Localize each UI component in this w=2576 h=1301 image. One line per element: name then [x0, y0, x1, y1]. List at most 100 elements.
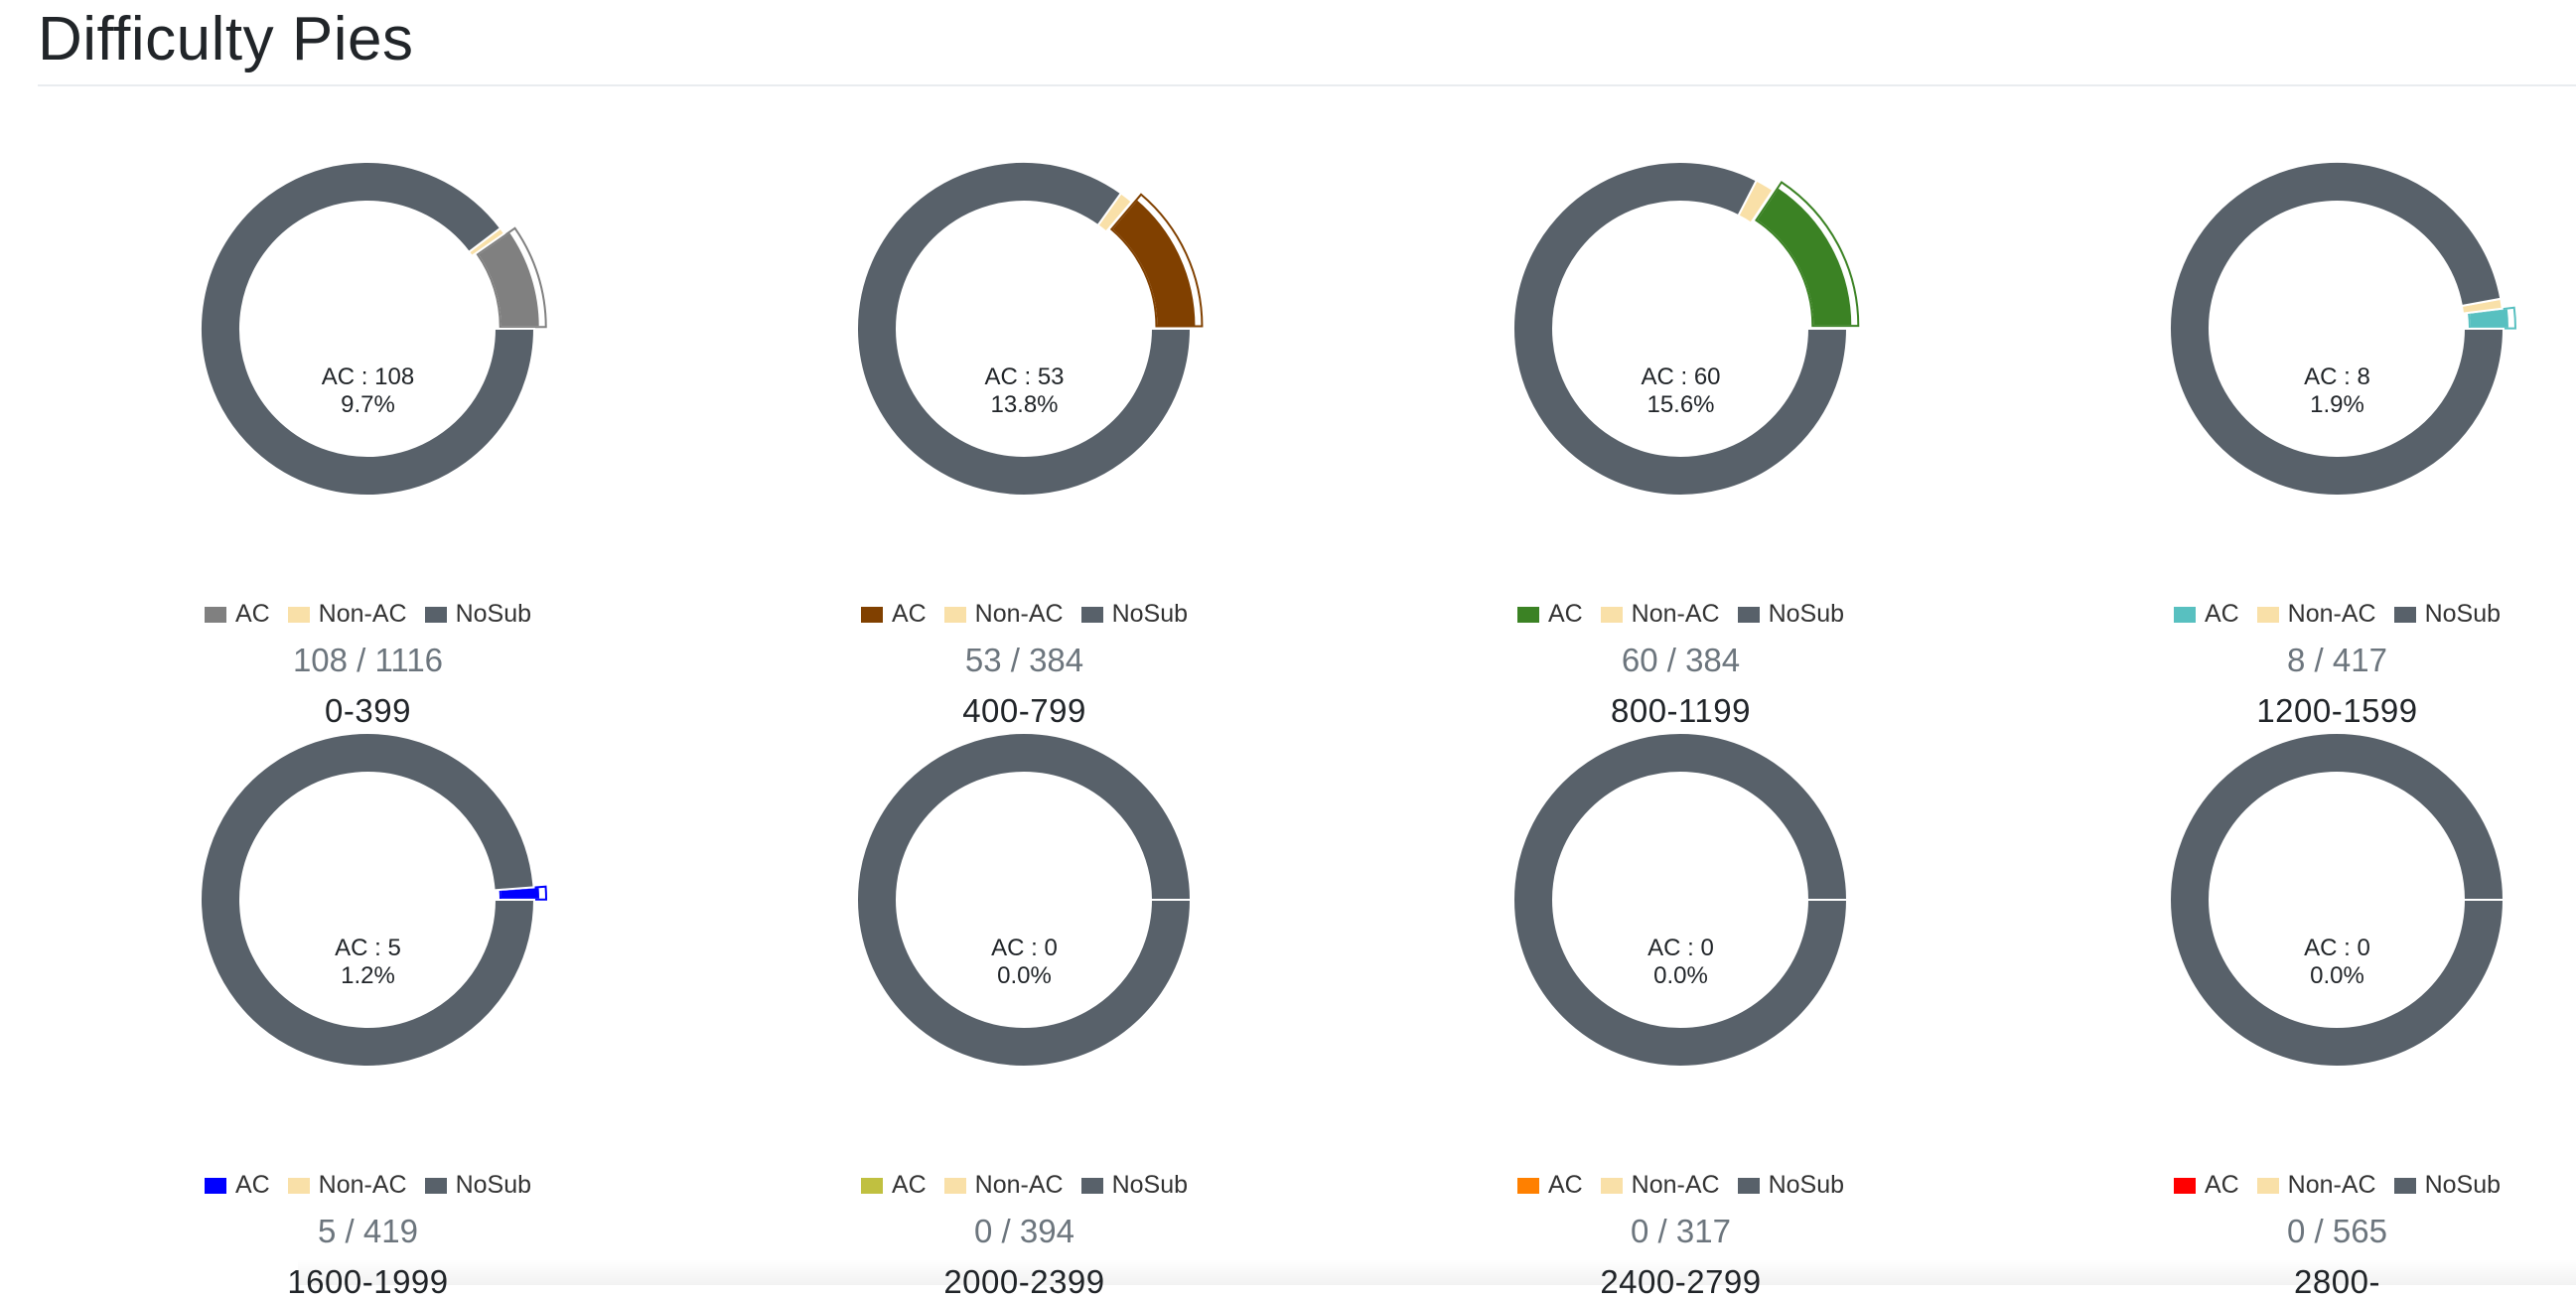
- chart-legend: AC Non-AC NoSub: [2009, 600, 2576, 629]
- donut-chart[interactable]: [2009, 631, 2576, 1069]
- legend-label: AC: [891, 1171, 927, 1199]
- ac-count-label: AC : 0: [991, 935, 1058, 961]
- donut-chart[interactable]: [1353, 60, 2009, 497]
- legend-item-nosub[interactable]: NoSub: [1737, 600, 1845, 629]
- slice-nosub[interactable]: [2169, 731, 2504, 1069]
- legend-label: AC: [1547, 600, 1583, 628]
- legend-item-nosub[interactable]: NoSub: [2393, 600, 2501, 629]
- legend-label: NoSub: [1111, 600, 1189, 628]
- legend-item-non-ac[interactable]: Non-AC: [2256, 1171, 2376, 1200]
- legend-swatch: [943, 606, 966, 623]
- legend-item-ac[interactable]: AC: [1516, 1171, 1583, 1200]
- slice-non-ac[interactable]: [1737, 179, 1775, 224]
- ac-percent-label: 15.6%: [1646, 391, 1715, 418]
- solved-ratio: 108 / 1116: [292, 642, 444, 678]
- scroll-shadow: [298, 1259, 2576, 1285]
- legend-item-nosub[interactable]: NoSub: [424, 1171, 532, 1200]
- pie-card: AC : 8 1.9% AC Non-AC NoSub 8 / 417 1200-1599: [2009, 60, 2576, 729]
- ac-percent-label: 1.2%: [341, 962, 395, 989]
- donut-chart[interactable]: [696, 631, 1353, 1069]
- legend-item-ac[interactable]: AC: [204, 600, 270, 629]
- slice-nosub[interactable]: [2169, 161, 2505, 497]
- legend-swatch: [287, 1177, 310, 1194]
- ac-count-label: AC : 108: [321, 363, 415, 390]
- ac-count-label: AC : 8: [2304, 363, 2370, 390]
- solved-ratio: 53 / 384: [964, 642, 1084, 678]
- slice-ac-highlight: [1755, 181, 1860, 328]
- ac-percent-label: 1.9%: [2310, 391, 2364, 418]
- difficulty-range: 800-1199: [1610, 692, 1751, 729]
- legend-item-non-ac[interactable]: Non-AC: [1600, 600, 1720, 629]
- slice-nosub[interactable]: [1512, 161, 1849, 497]
- donut-chart[interactable]: [1353, 631, 2009, 1069]
- chart-legend: AC Non-AC NoSub: [696, 1171, 1353, 1200]
- ac-percent-label: 0.0%: [2310, 962, 2364, 989]
- legend-swatch: [1737, 1177, 1760, 1194]
- legend-label: NoSub: [2424, 1171, 2502, 1199]
- slice-nosub[interactable]: [200, 161, 536, 497]
- solved-ratio: 8 / 417: [2287, 642, 2387, 678]
- chart-legend: AC Non-AC NoSub: [1353, 600, 2009, 629]
- slice-nosub[interactable]: [200, 732, 536, 1068]
- legend-label: Non-AC: [2287, 600, 2376, 628]
- solved-ratio: 5 / 419: [318, 1213, 418, 1249]
- legend-label: Non-AC: [318, 1171, 407, 1199]
- legend-item-non-ac[interactable]: Non-AC: [287, 600, 407, 629]
- ac-percent-label: 0.0%: [997, 962, 1052, 989]
- legend-item-ac[interactable]: AC: [204, 1171, 270, 1200]
- donut-chart[interactable]: [40, 60, 696, 497]
- center-label: AC : 108 9.7%: [40, 363, 696, 419]
- legend-label: NoSub: [1768, 600, 1845, 628]
- slice-nosub[interactable]: [1512, 731, 1848, 1069]
- solved-ratio: 60 / 384: [1621, 642, 1741, 678]
- difficulty-range: 0-399: [325, 692, 411, 729]
- legend-item-ac[interactable]: AC: [1516, 600, 1583, 629]
- slice-ac-highlight: [476, 226, 547, 329]
- donut-chart[interactable]: [2009, 60, 2576, 497]
- legend-item-ac[interactable]: AC: [860, 1171, 927, 1200]
- ac-count-label: AC : 0: [2304, 935, 2370, 961]
- legend-item-ac[interactable]: AC: [2173, 600, 2239, 629]
- donut-chart[interactable]: [696, 60, 1353, 497]
- legend-swatch: [424, 1177, 447, 1194]
- solved-ratio: 0 / 394: [974, 1213, 1074, 1249]
- legend-item-ac[interactable]: AC: [2173, 1171, 2239, 1200]
- legend-item-nosub[interactable]: NoSub: [1737, 1171, 1844, 1200]
- center-label: AC : 53 13.8%: [696, 363, 1353, 419]
- legend-label: AC: [2204, 1171, 2239, 1199]
- legend-swatch: [1080, 1177, 1103, 1194]
- legend-swatch: [860, 606, 883, 623]
- pie-card: AC : 60 15.6% AC Non-AC NoSub 60 / 384 800-119…: [1353, 60, 2009, 729]
- legend-swatch: [2256, 606, 2279, 623]
- legend-swatch: [943, 1177, 966, 1194]
- legend-item-non-ac[interactable]: Non-AC: [287, 1171, 407, 1200]
- slice-nosub[interactable]: [856, 731, 1192, 1069]
- legend-swatch: [2256, 1177, 2279, 1194]
- legend-item-non-ac[interactable]: Non-AC: [2256, 600, 2376, 629]
- legend-label: NoSub: [455, 1171, 532, 1199]
- chart-legend: AC Non-AC NoSub: [1353, 1171, 2009, 1200]
- legend-item-nosub[interactable]: NoSub: [1080, 1171, 1188, 1200]
- slice-ac[interactable]: [1109, 197, 1198, 328]
- legend-item-non-ac[interactable]: Non-AC: [943, 600, 1064, 629]
- pie-card: AC : 53 13.8% AC Non-AC NoSub 53 / 384 400-799: [696, 60, 1353, 729]
- slice-nosub[interactable]: [856, 161, 1193, 497]
- legend-swatch: [2173, 1177, 2196, 1194]
- legend-item-non-ac[interactable]: Non-AC: [943, 1171, 1064, 1200]
- legend-item-nosub[interactable]: NoSub: [424, 600, 531, 629]
- legend-label: AC: [234, 600, 270, 628]
- chart-legend: AC Non-AC NoSub: [696, 600, 1353, 629]
- donut-chart[interactable]: [40, 631, 696, 1068]
- legend-swatch: [1516, 1177, 1539, 1194]
- slice-ac[interactable]: [1755, 186, 1854, 328]
- legend-item-ac[interactable]: AC: [860, 600, 927, 629]
- slice-ac-highlight: [1109, 193, 1204, 328]
- difficulty-range: 1200-1599: [2256, 692, 2418, 729]
- title-divider: [38, 84, 2576, 86]
- legend-label: Non-AC: [318, 600, 407, 628]
- legend-item-nosub[interactable]: NoSub: [1080, 600, 1189, 629]
- legend-item-nosub[interactable]: NoSub: [2393, 1171, 2502, 1200]
- legend-item-non-ac[interactable]: Non-AC: [1600, 1171, 1720, 1200]
